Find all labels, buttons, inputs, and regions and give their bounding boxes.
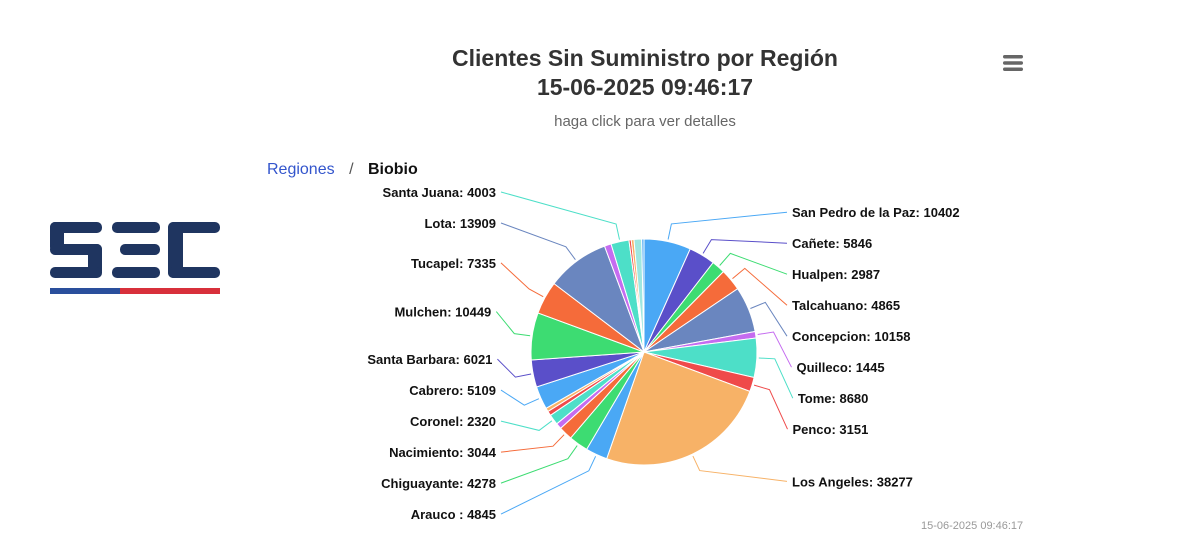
- data-label-tucapel: Tucapel: 7335: [411, 256, 496, 271]
- breadcrumb-separator: /: [349, 161, 354, 178]
- breadcrumb: Regiones / Biobio: [267, 161, 418, 179]
- connector-concepcion: [750, 301, 788, 337]
- connector-mulchen: [495, 311, 531, 337]
- data-label-mulchen: Mulchen: 10449: [394, 305, 491, 320]
- sec-logo: [50, 222, 220, 294]
- connector-talcahuano: [732, 267, 788, 306]
- data-label-hualpen: Hualpen: 2987: [792, 267, 880, 282]
- connector-nacimiento: [500, 434, 565, 453]
- pie-slice-unlabeled-26[interactable]: [641, 238, 645, 353]
- data-label-los-angeles: Los Angeles: 38277: [792, 474, 913, 489]
- data-label-coronel: Coronel: 2320: [410, 414, 496, 429]
- data-label-tome: Tome: 8680: [798, 391, 869, 406]
- data-label-santa-barbara: Santa Barbara: 6021: [367, 352, 492, 367]
- data-label-quilleco: Quilleco: 1445: [796, 360, 884, 375]
- connector-cabrero: [500, 389, 540, 406]
- chart-menu-button[interactable]: [997, 50, 1029, 76]
- data-label-santa-juana: Santa Juana: 4003: [383, 185, 496, 200]
- chart-credits: 15-06-2025 09:46:17: [921, 520, 1024, 532]
- chart-title: Clientes Sin Suministro por Región 15-06…: [345, 44, 945, 102]
- data-label-canete: Cañete: 5846: [792, 236, 872, 251]
- data-label-concepcion: Concepcion: 10158: [792, 329, 911, 344]
- breadcrumb-current: Biobio: [367, 161, 418, 178]
- connector-arauco: [500, 456, 597, 515]
- connector-hualpen: [719, 252, 788, 275]
- hamburger-menu-icon: [1003, 55, 1023, 71]
- data-label-nacimiento: Nacimiento: 3044: [389, 445, 497, 460]
- data-label-talcahuano: Talcahuano: 4865: [792, 298, 900, 313]
- connector-canete: [702, 239, 788, 254]
- data-label-chiguayante: Chiguayante: 4278: [381, 476, 496, 491]
- connector-chiguayante: [500, 445, 578, 484]
- connector-lota: [500, 222, 576, 260]
- connector-santa-barbara: [497, 358, 532, 378]
- data-label-san-pedro-de-la-paz: San Pedro de la Paz: 10402: [792, 205, 960, 220]
- connector-coronel: [500, 420, 553, 431]
- connector-tucapel: [500, 262, 544, 298]
- connector-tome: [758, 357, 794, 399]
- connector-penco: [753, 384, 788, 430]
- breadcrumb-link-regiones[interactable]: Regiones: [267, 161, 335, 178]
- connector-san-pedro-de-la-paz: [667, 211, 788, 240]
- data-label-lota: Lota: 13909: [424, 216, 496, 231]
- connector-los-angeles: [692, 455, 788, 482]
- chart-subtitle: haga click para ver detalles: [554, 113, 736, 130]
- pie-slice-los-angeles[interactable]: [606, 351, 751, 466]
- data-label-cabrero: Cabrero: 5109: [409, 383, 496, 398]
- chart-title-line-2: 15-06-2025 09:46:17: [536, 74, 754, 100]
- data-label-arauco: Arauco : 4845: [411, 507, 496, 522]
- connector-quilleco: [757, 331, 792, 368]
- data-label-penco: Penco: 3151: [792, 422, 868, 437]
- chart-title-line-1: Clientes Sin Suministro por Región: [452, 45, 838, 71]
- connector-santa-juana: [500, 191, 620, 240]
